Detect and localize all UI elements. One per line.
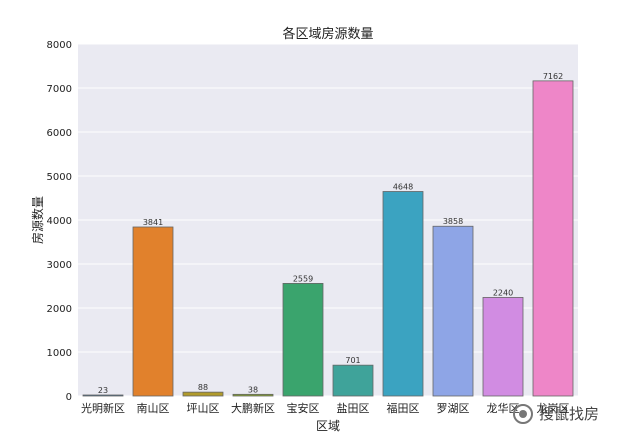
bar <box>182 391 224 397</box>
y-tick-label: 4000 <box>47 216 72 227</box>
bar <box>532 80 574 397</box>
y-tick-label: 8000 <box>47 40 72 51</box>
data-label: 88 <box>198 383 208 392</box>
x-tick-label: 福田区 <box>387 401 420 415</box>
bar <box>232 393 274 397</box>
x-tick-label: 南山区 <box>137 402 170 415</box>
data-label: 23 <box>98 386 108 395</box>
y-tick-label: 1000 <box>47 348 72 359</box>
x-tick-label: 龙华区 <box>487 401 520 415</box>
bar <box>132 226 174 397</box>
watermark: 搜鼠找房 <box>513 403 599 424</box>
y-tick-label: 7000 <box>47 84 72 95</box>
x-tick-label: 盐田区 <box>337 402 370 415</box>
watermark-text: 搜鼠找房 <box>539 405 600 423</box>
data-label: 3858 <box>443 217 463 226</box>
x-tick-label: 龙岗区 <box>537 402 570 415</box>
x-tick-label: 大鹏新区 <box>231 401 275 415</box>
bars <box>82 80 574 397</box>
bar <box>432 225 474 397</box>
data-label: 4648 <box>393 182 413 191</box>
bar <box>482 297 524 397</box>
x-tick-label: 罗湖区 <box>437 402 470 415</box>
y-axis-label: 房源数量 <box>30 196 45 244</box>
chart-title: 各区域房源数量 <box>282 26 373 42</box>
wechat-icon <box>513 403 533 424</box>
bar <box>382 191 424 397</box>
data-label: 2559 <box>293 274 313 283</box>
y-tick-label: 0 <box>66 392 72 403</box>
data-labels: 23 3841 88 38 2559 701 4648 3858 2240 7162 <box>98 72 563 395</box>
data-label: 3841 <box>143 218 163 227</box>
data-label: 38 <box>248 385 258 394</box>
data-label: 7162 <box>543 72 563 81</box>
x-tick-label: 宝安区 <box>287 401 320 415</box>
y-tick-label: 6000 <box>47 128 72 139</box>
data-label: 2240 <box>493 288 513 297</box>
y-tick-label: 3000 <box>47 260 72 271</box>
x-axis-ticks: 光明新区 南山区 坪山区 大鹏新区 宝安区 盐田区 福田区 罗湖区 龙华区 龙岗区 <box>81 401 570 415</box>
x-tick-label: 坪山区 <box>187 402 220 415</box>
bar <box>332 364 374 397</box>
x-tick-label: 光明新区 <box>81 401 125 415</box>
y-tick-label: 5000 <box>47 172 72 183</box>
y-tick-label: 2000 <box>47 304 72 315</box>
data-label: 701 <box>345 356 360 365</box>
y-axis-ticks: 0 1000 2000 3000 4000 5000 6000 7000 8000 <box>47 40 72 403</box>
x-axis-label: 区域 <box>316 419 340 433</box>
bar <box>282 283 324 397</box>
bar <box>82 394 124 397</box>
